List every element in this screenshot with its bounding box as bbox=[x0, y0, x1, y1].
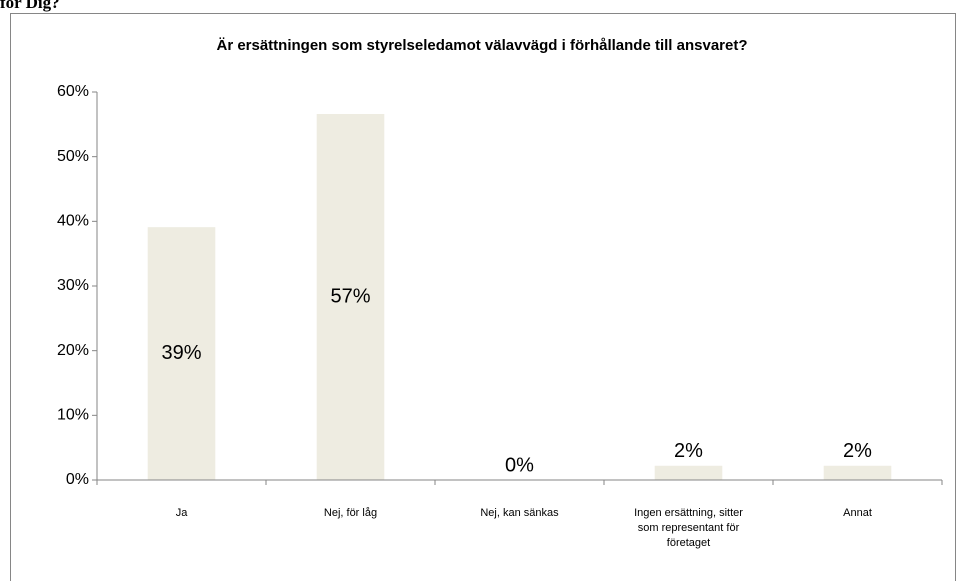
y-tick-label: 20% bbox=[57, 342, 89, 359]
x-tick-label: Ja bbox=[176, 507, 189, 519]
bar bbox=[654, 465, 723, 480]
y-tick-label: 10% bbox=[57, 407, 89, 424]
x-tick-label-line: Ja bbox=[176, 507, 189, 519]
value-label: 0% bbox=[505, 454, 534, 476]
x-tick-label: Annat bbox=[843, 507, 872, 519]
x-tick-label-line: som representant för bbox=[638, 522, 740, 534]
y-tick-label: 50% bbox=[57, 148, 89, 165]
y-tick-label: 40% bbox=[57, 213, 89, 230]
x-tick-label-line: Ingen ersättning, sitter bbox=[634, 507, 743, 519]
caption: för Dig? bbox=[0, 0, 60, 12]
x-tick-label: Nej, kan sänkas bbox=[480, 507, 559, 519]
x-tick-label: Ingen ersättning, sitter som representant… bbox=[634, 507, 743, 549]
bar bbox=[823, 465, 892, 480]
value-label: 2% bbox=[674, 440, 703, 462]
x-tick-label-line: Nej, kan sänkas bbox=[480, 507, 559, 519]
value-label: 57% bbox=[330, 285, 370, 307]
value-label: 39% bbox=[161, 342, 201, 364]
x-tick-label-line: Nej, för låg bbox=[324, 507, 377, 519]
bar bbox=[316, 113, 385, 480]
y-tick-label: 60% bbox=[57, 83, 89, 100]
x-tick-label-line: företaget bbox=[667, 537, 710, 549]
bar bbox=[147, 227, 216, 480]
value-label: 2% bbox=[843, 440, 872, 462]
x-tick-label: Nej, för låg bbox=[324, 507, 377, 519]
chart-title: Är ersättningen som styrelseledamot väla… bbox=[216, 37, 747, 54]
y-tick-label: 30% bbox=[57, 277, 89, 294]
x-tick-label-line: Annat bbox=[843, 507, 872, 519]
y-tick-label: 0% bbox=[66, 471, 89, 488]
